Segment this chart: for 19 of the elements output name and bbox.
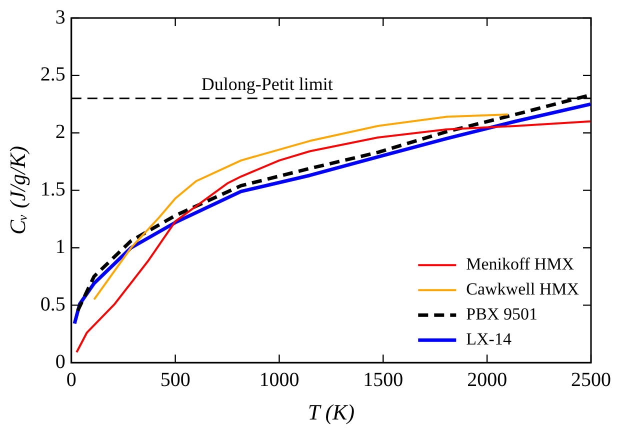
x-tick-label: 500 [160, 368, 190, 391]
legend-label: Menikoff HMX [466, 254, 574, 274]
y-tick-label: 3 [55, 6, 66, 28]
y-tick-label: 1 [55, 236, 66, 258]
legend-label: LX-14 [466, 330, 512, 349]
legend-label: Cawkwell HMX [466, 280, 580, 299]
y-tick-label: 0.5 [40, 293, 66, 316]
x-tick-label: 2500 [571, 368, 611, 391]
x-tick-label: 2000 [467, 368, 508, 391]
y-tick-label: 1.5 [40, 178, 66, 201]
x-axis-title: T (K) [308, 400, 355, 425]
x-tick-label: 1000 [259, 368, 300, 391]
legend-label: PBX 9501 [466, 304, 538, 324]
ref-line-label: Dulong-Petit limit [201, 74, 333, 94]
x-tick-label: 1500 [363, 368, 404, 391]
y-axis-title: Cᵥ (J/g/K) [4, 146, 30, 235]
y-tick-label: 0 [55, 350, 66, 373]
y-tick-label: 2.5 [40, 64, 66, 86]
y-tick-label: 2 [55, 121, 66, 144]
